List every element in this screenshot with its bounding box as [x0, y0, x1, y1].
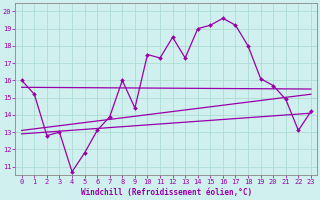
- X-axis label: Windchill (Refroidissement éolien,°C): Windchill (Refroidissement éolien,°C): [81, 188, 252, 197]
